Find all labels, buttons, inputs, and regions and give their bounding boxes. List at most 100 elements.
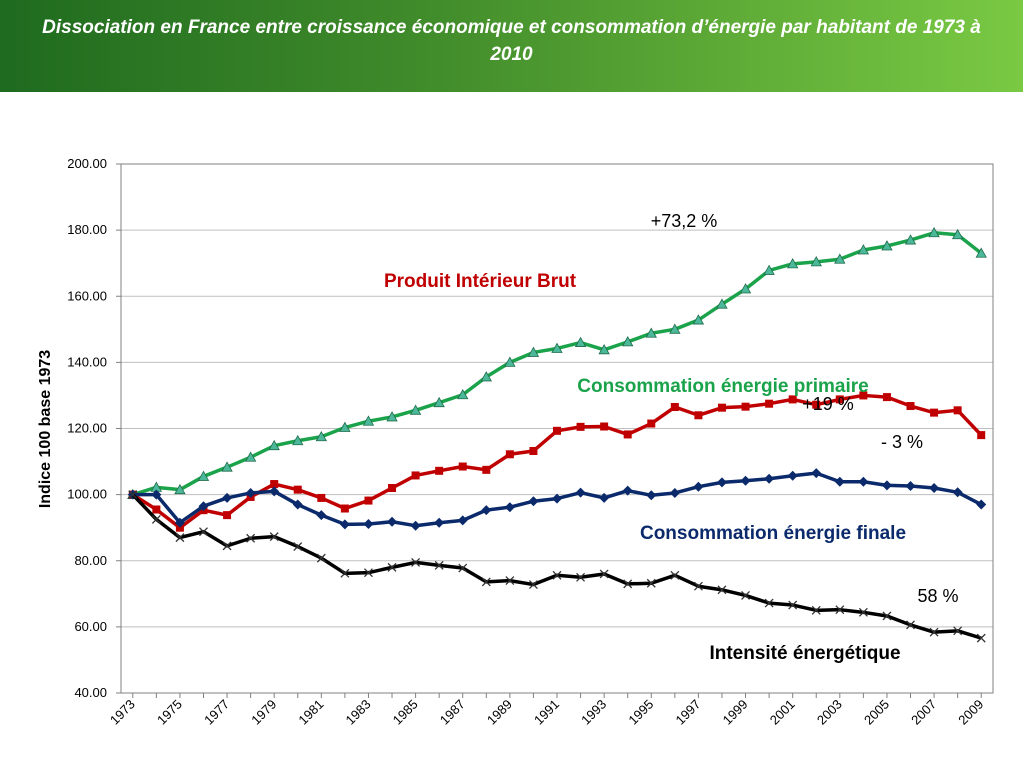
point	[222, 541, 232, 551]
point	[623, 579, 633, 589]
point	[904, 234, 917, 245]
point	[599, 569, 609, 579]
point	[434, 517, 445, 528]
point	[293, 542, 303, 551]
point	[551, 342, 563, 353]
point	[411, 557, 421, 567]
point	[410, 520, 421, 531]
point	[976, 633, 986, 643]
point	[716, 477, 727, 488]
point	[739, 283, 752, 294]
y-tick-label: 200.00	[67, 156, 107, 171]
point	[858, 607, 868, 617]
point	[270, 480, 279, 489]
point	[387, 516, 398, 527]
y-tick-label: 180.00	[67, 222, 107, 237]
point	[457, 388, 469, 400]
point	[906, 620, 915, 630]
x-tick-label: 2009	[955, 697, 986, 728]
point	[409, 404, 422, 415]
point	[151, 489, 162, 500]
point	[599, 492, 610, 503]
point	[857, 244, 870, 255]
point	[576, 422, 585, 431]
annotation: - 3 %	[881, 432, 923, 452]
x-tick-label: 2007	[908, 697, 939, 728]
point	[128, 490, 138, 500]
point	[221, 461, 233, 472]
point	[435, 466, 444, 475]
point	[574, 336, 587, 347]
y-tick-label: 120.00	[67, 421, 107, 436]
point	[292, 499, 303, 510]
point	[222, 492, 233, 503]
point	[504, 502, 515, 513]
point	[175, 533, 185, 543]
x-tick-label: 1989	[484, 697, 515, 728]
x-tick-label: 1995	[625, 697, 656, 728]
point	[457, 515, 468, 526]
point	[528, 496, 539, 507]
point	[764, 473, 775, 484]
point	[976, 499, 987, 510]
point	[740, 475, 751, 486]
point	[645, 327, 657, 338]
point	[411, 471, 420, 480]
point	[670, 570, 680, 580]
point	[152, 505, 161, 514]
point	[481, 505, 492, 516]
y-tick-label: 160.00	[67, 288, 107, 303]
point	[386, 411, 398, 422]
point	[716, 298, 728, 309]
point	[480, 371, 492, 382]
point	[504, 356, 516, 367]
point	[315, 430, 328, 442]
point	[293, 485, 302, 494]
point	[763, 264, 775, 275]
point	[388, 484, 397, 493]
x-tick-label: 2001	[767, 697, 798, 728]
point	[835, 605, 845, 615]
point	[646, 578, 656, 588]
point	[623, 430, 632, 439]
header-band	[0, 0, 1023, 92]
point	[434, 560, 444, 570]
point	[741, 402, 750, 411]
point	[598, 343, 610, 355]
point	[600, 422, 609, 431]
x-tick-label: 1985	[390, 697, 421, 728]
point	[199, 527, 208, 537]
point	[316, 553, 326, 563]
chart: Indice 100 base 1973 40.00 60.00 80.00 100.…	[37, 156, 994, 728]
y-tick-label: 60.00	[74, 619, 107, 634]
point	[244, 451, 257, 462]
annotation: +73,2 %	[651, 211, 718, 231]
point	[245, 487, 256, 498]
point	[174, 483, 186, 495]
x-tick-label: 2003	[814, 697, 845, 728]
series-line	[131, 393, 983, 530]
point	[693, 481, 704, 492]
point	[269, 532, 279, 542]
x-tick-label: 1975	[154, 697, 185, 728]
point	[646, 490, 657, 501]
point	[669, 323, 681, 334]
point	[786, 258, 799, 269]
point	[363, 519, 374, 530]
point	[810, 256, 822, 267]
point	[268, 439, 280, 451]
point	[811, 605, 821, 615]
point	[929, 483, 940, 494]
y-tick-label: 40.00	[74, 685, 107, 700]
point	[975, 247, 987, 258]
point	[575, 487, 586, 498]
point	[881, 240, 893, 251]
point	[482, 465, 491, 474]
annotation: Consommation énergie primaire	[577, 376, 868, 397]
annotation: Consommation énergie finale	[640, 523, 906, 544]
point	[387, 562, 397, 572]
x-tick-label: 1997	[672, 697, 703, 728]
point	[834, 476, 845, 487]
point	[317, 493, 326, 502]
point	[953, 626, 963, 636]
